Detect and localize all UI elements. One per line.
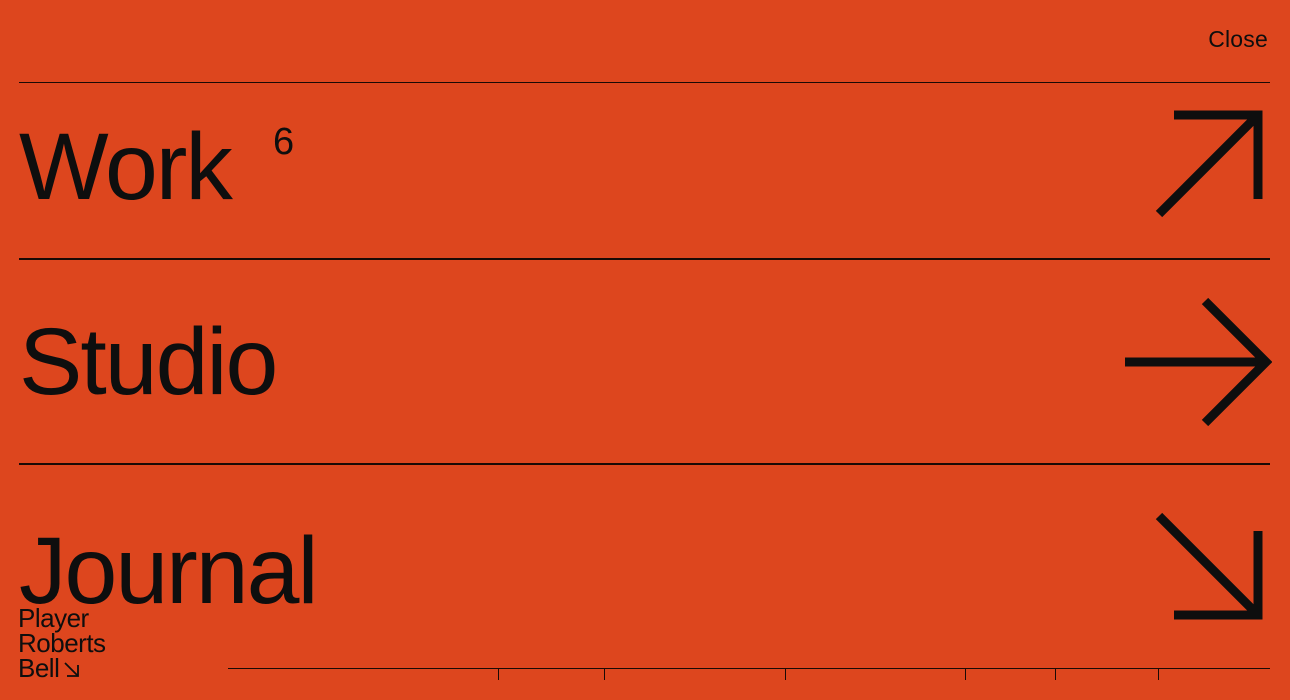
arrow-up-right-icon xyxy=(1155,110,1263,218)
brand-logo[interactable]: Player Roberts Bell xyxy=(18,603,106,683)
nav-item-label: Journal xyxy=(19,518,319,624)
logo-line-1: Player xyxy=(18,603,89,633)
timeline-tick xyxy=(498,668,499,680)
divider-2 xyxy=(19,463,1270,465)
timeline-tick xyxy=(965,668,966,680)
divider-top xyxy=(19,82,1270,83)
work-count-badge: 6 xyxy=(273,121,295,163)
nav-item-label: Studio xyxy=(19,309,278,415)
logo-line-3: Bell xyxy=(18,653,60,683)
logo-line-3-wrap: Bell xyxy=(18,653,106,683)
arrow-right-icon xyxy=(1125,297,1272,427)
timeline-line xyxy=(228,668,1270,669)
nav-item-work[interactable]: Work 6 xyxy=(19,83,1270,258)
nav-item-journal[interactable]: Journal xyxy=(19,465,1270,665)
bottom-timeline xyxy=(228,668,1270,680)
arrow-down-right-icon xyxy=(64,662,80,677)
timeline-tick xyxy=(1158,668,1159,680)
close-button[interactable]: Close xyxy=(1208,26,1268,52)
logo-line-2: Roberts xyxy=(18,628,106,658)
timeline-tick xyxy=(785,668,786,680)
nav-item-label: Work xyxy=(19,114,233,220)
arrow-down-right-icon xyxy=(1155,512,1263,620)
timeline-tick xyxy=(1055,668,1056,680)
timeline-tick xyxy=(604,668,605,680)
nav-item-studio[interactable]: Studio xyxy=(19,260,1272,463)
divider-1 xyxy=(19,258,1270,260)
